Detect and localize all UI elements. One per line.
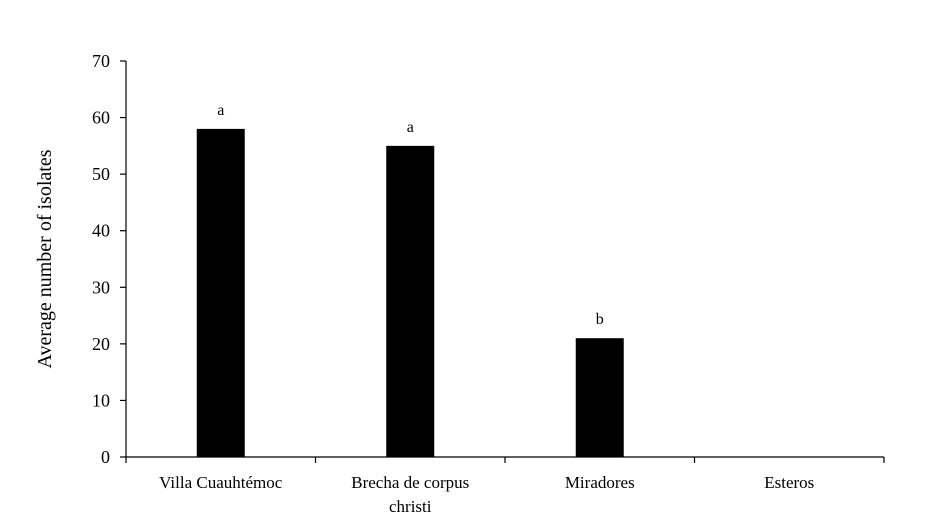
data-label: a — [407, 119, 414, 136]
bar — [575, 338, 624, 457]
y-axis-ticks: 0 10 20 30 40 50 60 70 — [92, 51, 126, 467]
bar — [196, 128, 245, 457]
data-label: b — [596, 311, 604, 328]
x-category-label: Miradores — [565, 473, 635, 492]
x-category-label: Villa Cuauhtémoc — [159, 473, 283, 492]
y-tick-label: 60 — [92, 108, 110, 128]
y-tick-label: 40 — [92, 221, 110, 241]
bar — [386, 145, 435, 457]
y-tick-label: 70 — [92, 51, 110, 71]
x-category-label: Brecha de corpus christi — [351, 473, 469, 516]
y-tick-label: 10 — [92, 390, 110, 410]
category-labels: Villa Cuauhtémoc Brecha de corpus christi M… — [159, 473, 814, 516]
data-labels: a a b — [217, 102, 604, 328]
bars — [196, 128, 624, 457]
y-tick-label: 20 — [92, 334, 110, 354]
x-axis-ticks — [125, 457, 885, 463]
x-category-label: Esteros — [764, 473, 814, 492]
y-axis-title: Average number of isolates — [34, 149, 56, 368]
y-tick-label: 0 — [101, 447, 110, 467]
y-tick-label: 50 — [92, 164, 110, 184]
y-tick-label: 30 — [92, 277, 110, 297]
data-label: a — [217, 102, 224, 119]
